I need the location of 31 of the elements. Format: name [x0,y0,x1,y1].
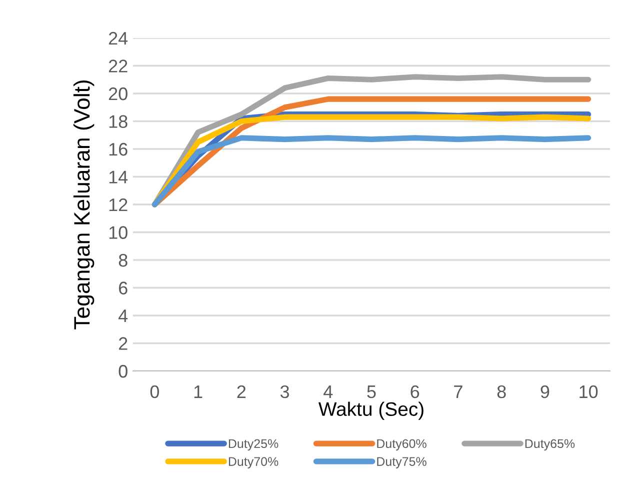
legend-label: Duty25% [228,439,278,451]
x-tick-label: 9 [540,385,550,398]
legend-label: Duty65% [525,439,575,451]
y-tick-label: 14 [109,170,128,184]
y-tick-label: 0 [118,364,128,378]
y-tick-label: 16 [109,142,128,156]
x-tick-label: 0 [150,385,159,398]
y-tick-label: 12 [109,198,128,212]
y-tick-label: 18 [109,115,128,128]
x-tick-label: 7 [454,386,462,398]
y-axis-title: Tegangan Keluaran (Volt) [73,80,94,330]
x-tick-label: 6 [410,385,420,398]
x-tick-label: 8 [497,385,506,398]
y-tick-label: 24 [108,32,128,45]
y-tick-label: 2 [119,337,128,350]
y-tick-label: 22 [108,60,128,72]
legend-label: Duty60% [377,439,426,451]
legend-label: Duty75% [377,457,426,468]
x-tick-label: 4 [324,386,333,398]
y-tick-label: 10 [109,226,128,239]
x-tick-label: 1 [194,386,202,398]
x-tick-label: 5 [367,386,376,398]
y-tick-label: 6 [119,282,128,294]
y-tick-label: 8 [118,254,128,267]
legend-label: Duty70% [228,457,278,468]
y-tick-label: 4 [118,310,128,322]
x-tick-label: 10 [580,385,598,398]
x-axis-title: Waktu (Sec) [318,402,424,420]
x-tick-label: 3 [280,385,289,398]
x-tick-label: 2 [237,385,246,398]
y-tick-label: 20 [108,87,128,100]
